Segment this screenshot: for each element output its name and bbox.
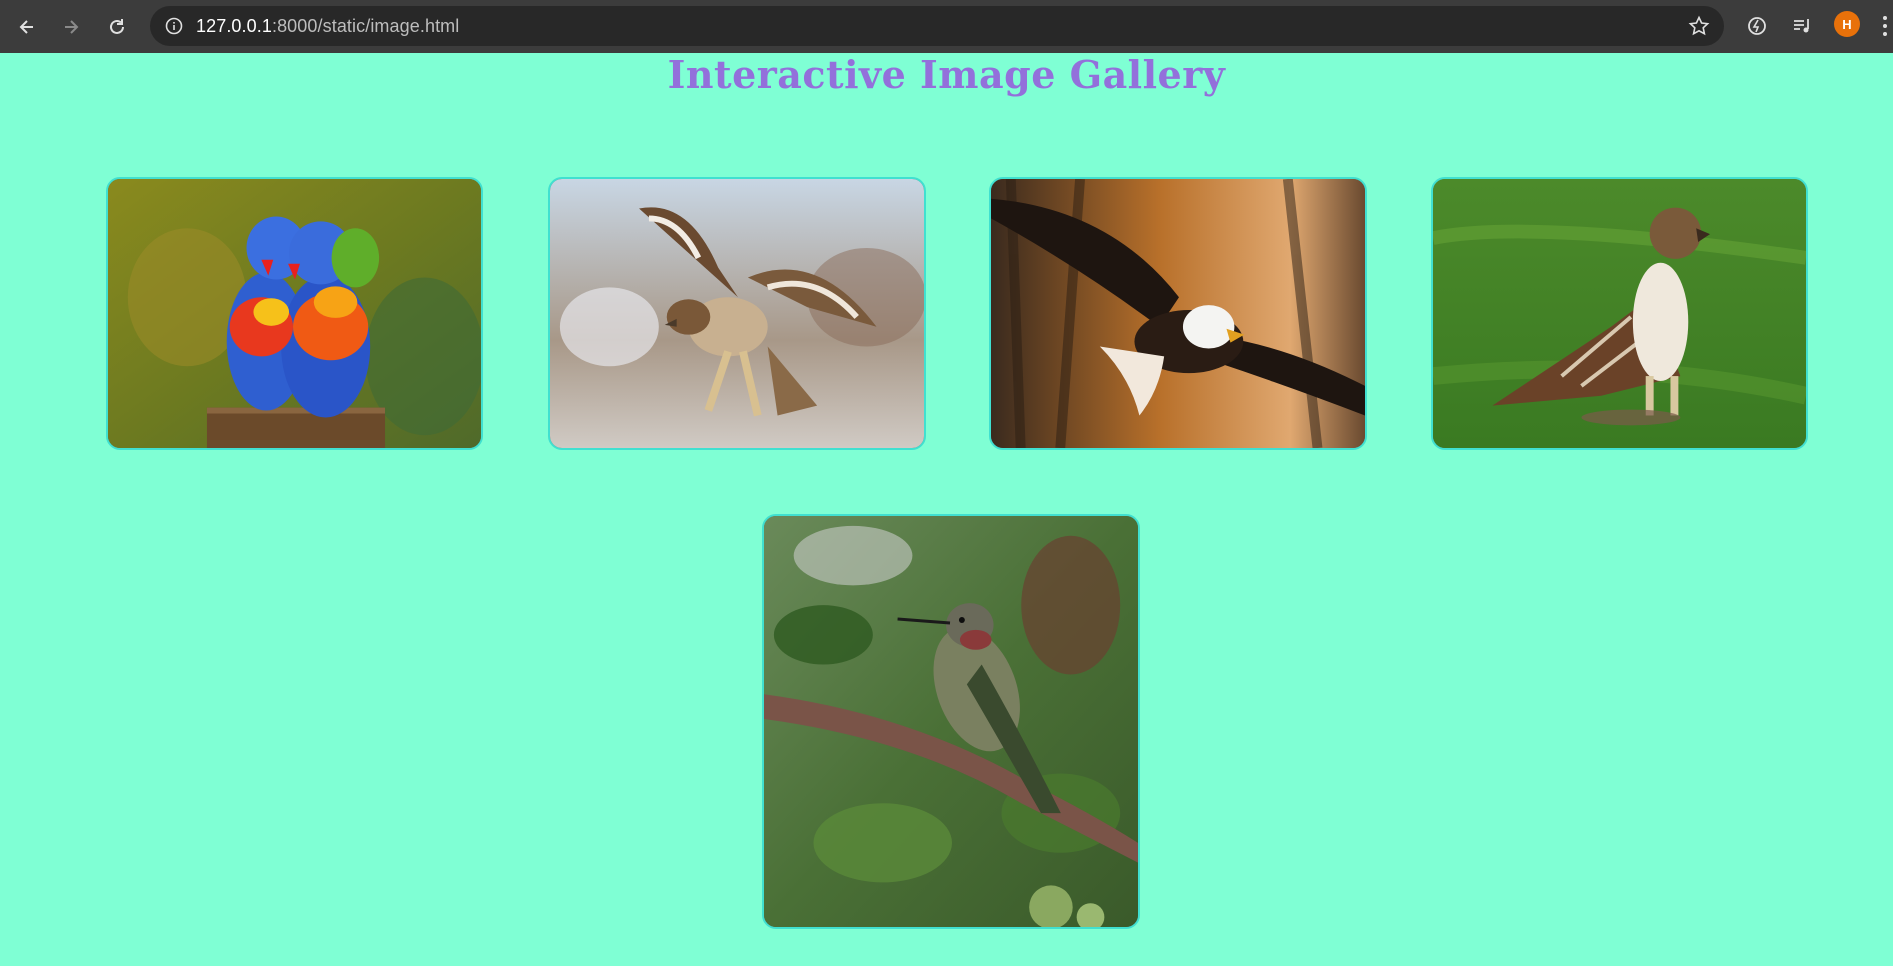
gallery-image-bald-eagle[interactable] — [989, 177, 1367, 450]
media-controls-button[interactable] — [1789, 13, 1815, 39]
lorikeets-photo — [108, 179, 481, 448]
extension-icon — [1748, 17, 1766, 35]
hawk-landing-photo — [550, 179, 924, 448]
url-path: :8000/static/image.html — [271, 16, 460, 36]
url-host: 127.0.0.1 — [196, 16, 272, 36]
forward-button[interactable] — [56, 12, 86, 42]
menu-dots-icon[interactable] — [1880, 15, 1890, 37]
profile-avatar[interactable]: H — [1834, 11, 1860, 37]
playlist-icon — [1794, 19, 1809, 33]
gallery-image-hummingbird[interactable] — [762, 514, 1140, 929]
gallery-image-lorikeets[interactable] — [106, 177, 483, 450]
reload-icon — [110, 19, 124, 34]
back-button[interactable] — [12, 12, 42, 42]
page-title: Interactive Image Gallery — [667, 52, 1226, 97]
address-bar[interactable]: 127.0.0.1:8000/static/image.html — [150, 6, 1724, 46]
gallery-image-hawk-landing[interactable] — [548, 177, 926, 450]
url-text[interactable]: 127.0.0.1:8000/static/image.html — [196, 16, 459, 37]
hummingbird-photo — [764, 516, 1138, 927]
bald-eagle-photo — [991, 179, 1365, 448]
extension-button[interactable] — [1744, 13, 1770, 39]
red-tailed-hawk-photo — [1433, 179, 1806, 448]
browser-toolbar: 127.0.0.1:8000/static/image.html H — [0, 0, 1893, 53]
gallery-image-red-tailed-hawk[interactable] — [1431, 177, 1808, 450]
reload-button[interactable] — [102, 12, 132, 42]
bookmark-star-icon[interactable] — [1688, 15, 1710, 37]
arrow-left-icon — [19, 20, 33, 34]
info-icon[interactable] — [164, 16, 184, 36]
arrow-right-icon — [65, 20, 79, 34]
